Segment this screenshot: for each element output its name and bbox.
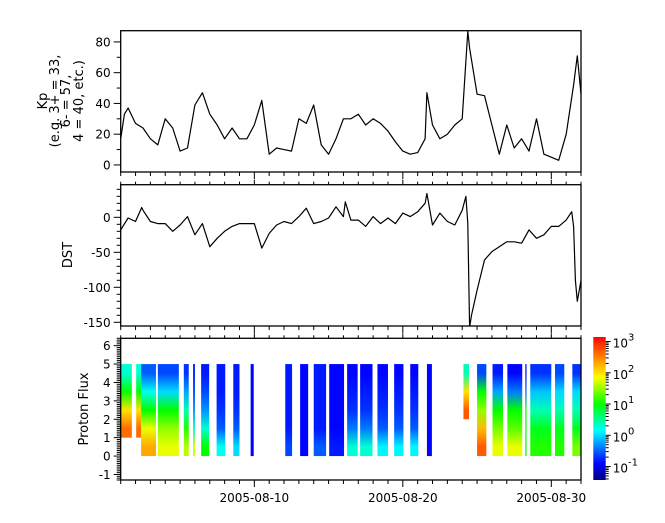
flux-segment	[183, 364, 189, 457]
colorbar-tick-exponent: 0	[628, 426, 634, 437]
flux-segment	[530, 364, 552, 457]
flux-segment	[394, 364, 404, 457]
axes-frame	[120, 337, 582, 481]
y-tick-label: 20	[95, 128, 110, 142]
kp-axis-label-line: (e.g. 3+ = 33,	[48, 55, 63, 148]
y-tick-label: 80	[95, 35, 110, 49]
flux-segment	[250, 364, 254, 457]
y-tick-label: -1	[99, 468, 111, 482]
x-tick-label: 2005-08-20	[368, 491, 438, 505]
x-tick-label: 2005-08-30	[516, 491, 586, 505]
flux-segment	[285, 364, 293, 457]
plot-area	[120, 30, 581, 161]
kp-axis-label-line: 4 = 40, etc.)	[72, 60, 87, 142]
y-tick-label: -150	[83, 316, 110, 330]
proton-flux-axis-label: Proton Flux	[77, 372, 92, 445]
flux-segment	[120, 364, 132, 438]
colorbar-tick-label: 10-1	[613, 458, 638, 476]
colorbar-tick-label: 103	[613, 333, 635, 351]
flux-segment	[360, 364, 373, 457]
plot-area	[120, 192, 581, 326]
y-tick-label: 0	[103, 450, 111, 464]
flux-segment	[347, 364, 358, 457]
colorbar-tick-label: 100	[613, 426, 635, 444]
y-tick-label: 4	[103, 376, 111, 390]
flux-segment	[492, 364, 504, 457]
kp-series-line	[120, 30, 581, 161]
flux-segment	[377, 364, 388, 457]
flux-segment	[507, 364, 523, 457]
colorbar-tick-base: 10	[613, 399, 628, 413]
flux-segment	[410, 364, 419, 457]
colorbar-tick-exponent: 2	[628, 364, 634, 375]
flux-segment	[313, 364, 327, 457]
colorbar-tick-base: 10	[613, 430, 628, 444]
flux-segment	[136, 364, 142, 438]
y-tick-label: -50	[91, 246, 111, 260]
proton-flux-panel: -1 0 1 2 3 4 5 6 Proton Flux 2005-08-10 2005-08-20…	[77, 333, 586, 505]
flux-segment	[329, 364, 345, 457]
colorbar-tick-base: 10	[613, 462, 628, 476]
colorbar-tick-exponent: 1	[628, 395, 634, 406]
flux-segment	[525, 364, 527, 457]
y-tick-label: 0	[103, 158, 111, 172]
plot-area	[120, 364, 581, 457]
y-tick-label: 2	[103, 413, 111, 427]
colorbar-tick-label: 102	[613, 364, 635, 382]
kp-panel: 0 20 40 60 80 Kp(e.g. 3+ = 33,6- = 57,4 = 40,…	[36, 30, 582, 179]
y-tick-label: 6	[103, 339, 111, 353]
dst-panel: -150 -100 -50 0 DST	[61, 179, 582, 333]
dst-axis-label: DST	[61, 242, 76, 268]
flux-segment	[233, 364, 240, 457]
flux-segment	[141, 364, 156, 457]
colorbar-tick-label: 101	[613, 395, 635, 413]
colorbar-tick-exponent: 3	[628, 333, 634, 344]
flux-segment	[300, 364, 309, 457]
colorbar-tick-exponent: -1	[628, 458, 638, 469]
kp-axis-label-line: 6- = 57,	[59, 75, 74, 128]
y-tick-label: -100	[83, 281, 110, 295]
flux-segment	[193, 364, 195, 457]
y-tick-label: 1	[103, 431, 111, 445]
flux-segment	[157, 364, 179, 457]
colorbar-tick-base: 10	[613, 368, 628, 382]
flux-segment	[572, 364, 581, 457]
colorbar-gradient	[593, 337, 606, 480]
flux-segment	[463, 364, 470, 420]
y-tick-label: 0	[103, 211, 111, 225]
colorbar-tick-base: 10	[613, 337, 628, 351]
axes-frame	[120, 184, 582, 327]
flux-segment	[426, 364, 432, 457]
flux-segment	[201, 364, 210, 457]
x-tick-label: 2005-08-10	[219, 491, 289, 505]
axes-frame	[120, 30, 582, 173]
dst-series-line	[120, 192, 581, 326]
flux-segment	[477, 364, 487, 457]
y-tick-label: 5	[103, 358, 111, 372]
y-tick-label: 60	[95, 66, 110, 80]
kp-axis-label-line: Kp	[36, 93, 51, 110]
flux-segment	[555, 364, 565, 457]
y-tick-label: 40	[95, 97, 110, 111]
y-tick-label: 3	[103, 394, 111, 408]
flux-segment	[216, 364, 226, 457]
